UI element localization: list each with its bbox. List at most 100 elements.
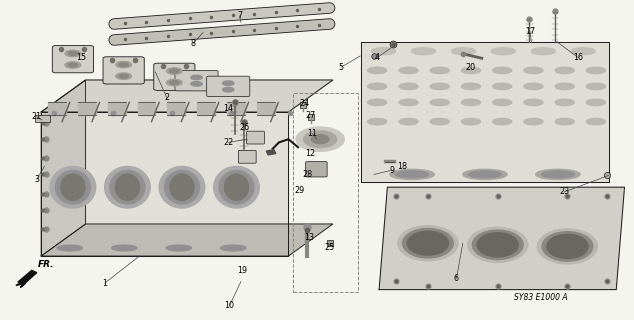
Bar <box>227 102 245 115</box>
FancyBboxPatch shape <box>207 76 250 97</box>
Text: 26: 26 <box>239 124 249 132</box>
Ellipse shape <box>105 166 150 208</box>
Ellipse shape <box>170 174 194 200</box>
FancyBboxPatch shape <box>35 115 50 122</box>
Polygon shape <box>41 224 333 256</box>
Ellipse shape <box>119 74 128 78</box>
Ellipse shape <box>68 63 77 67</box>
Text: 2: 2 <box>164 93 169 102</box>
Bar <box>48 102 66 115</box>
Ellipse shape <box>536 169 580 180</box>
FancyBboxPatch shape <box>175 70 218 91</box>
Text: 28: 28 <box>302 170 313 179</box>
Text: 8: 8 <box>191 39 196 48</box>
Ellipse shape <box>68 52 77 55</box>
Ellipse shape <box>462 83 481 90</box>
FancyBboxPatch shape <box>238 150 256 163</box>
Ellipse shape <box>214 166 259 208</box>
Ellipse shape <box>224 174 249 200</box>
Ellipse shape <box>524 99 543 106</box>
Text: 23: 23 <box>559 188 569 196</box>
Polygon shape <box>41 80 333 112</box>
FancyBboxPatch shape <box>153 63 195 90</box>
Ellipse shape <box>524 67 543 74</box>
Text: 24: 24 <box>299 99 309 108</box>
Ellipse shape <box>223 87 234 92</box>
Text: 7: 7 <box>237 12 242 20</box>
Ellipse shape <box>191 75 202 80</box>
Ellipse shape <box>116 61 132 68</box>
Ellipse shape <box>493 83 512 90</box>
Text: 16: 16 <box>573 53 583 62</box>
Ellipse shape <box>524 83 543 90</box>
FancyBboxPatch shape <box>52 46 94 73</box>
Ellipse shape <box>555 67 574 74</box>
Ellipse shape <box>547 234 588 259</box>
Ellipse shape <box>61 174 85 200</box>
Ellipse shape <box>368 67 387 74</box>
Ellipse shape <box>399 118 418 125</box>
Text: 15: 15 <box>76 53 86 62</box>
Ellipse shape <box>586 99 605 106</box>
Circle shape <box>304 131 337 148</box>
Ellipse shape <box>219 170 254 204</box>
Ellipse shape <box>166 68 183 74</box>
Ellipse shape <box>170 69 179 73</box>
Ellipse shape <box>170 81 179 84</box>
Ellipse shape <box>368 83 387 90</box>
Ellipse shape <box>396 171 429 178</box>
Ellipse shape <box>463 169 507 180</box>
Text: 22: 22 <box>223 138 233 147</box>
Polygon shape <box>361 42 609 182</box>
Ellipse shape <box>223 81 234 85</box>
Ellipse shape <box>403 228 453 258</box>
Ellipse shape <box>491 48 515 55</box>
Ellipse shape <box>399 67 418 74</box>
Ellipse shape <box>119 63 128 67</box>
Text: 9: 9 <box>389 166 394 175</box>
Ellipse shape <box>469 171 501 178</box>
Ellipse shape <box>586 67 605 74</box>
Text: 5: 5 <box>339 63 344 72</box>
Text: 17: 17 <box>525 28 535 36</box>
Bar <box>108 102 126 115</box>
Bar <box>257 102 275 115</box>
Ellipse shape <box>538 229 598 264</box>
Polygon shape <box>41 112 288 256</box>
Ellipse shape <box>493 118 512 125</box>
Ellipse shape <box>555 83 574 90</box>
Ellipse shape <box>110 170 145 204</box>
Text: 21: 21 <box>32 112 42 121</box>
Text: 14: 14 <box>223 104 233 113</box>
Ellipse shape <box>112 245 137 251</box>
Ellipse shape <box>542 232 593 261</box>
Polygon shape <box>266 150 276 155</box>
Ellipse shape <box>451 48 476 55</box>
Ellipse shape <box>221 245 246 251</box>
Ellipse shape <box>571 48 595 55</box>
Ellipse shape <box>166 79 183 86</box>
Text: 25: 25 <box>325 244 335 252</box>
Polygon shape <box>379 187 624 290</box>
Ellipse shape <box>191 82 202 86</box>
Text: 12: 12 <box>306 149 316 158</box>
Text: 4: 4 <box>375 53 380 62</box>
Ellipse shape <box>399 99 418 106</box>
Ellipse shape <box>462 99 481 106</box>
Text: FR.: FR. <box>38 260 55 269</box>
Ellipse shape <box>462 118 481 125</box>
Ellipse shape <box>430 99 450 106</box>
Text: 10: 10 <box>224 301 235 310</box>
Ellipse shape <box>165 170 199 204</box>
Ellipse shape <box>430 118 450 125</box>
Bar <box>78 102 96 115</box>
Ellipse shape <box>399 83 418 90</box>
Ellipse shape <box>65 50 81 57</box>
Text: SY83 E1000 A: SY83 E1000 A <box>514 293 567 302</box>
Text: 11: 11 <box>307 129 318 138</box>
Circle shape <box>296 127 344 151</box>
Ellipse shape <box>472 230 523 260</box>
Ellipse shape <box>398 226 458 261</box>
Ellipse shape <box>372 48 396 55</box>
Ellipse shape <box>65 62 81 68</box>
